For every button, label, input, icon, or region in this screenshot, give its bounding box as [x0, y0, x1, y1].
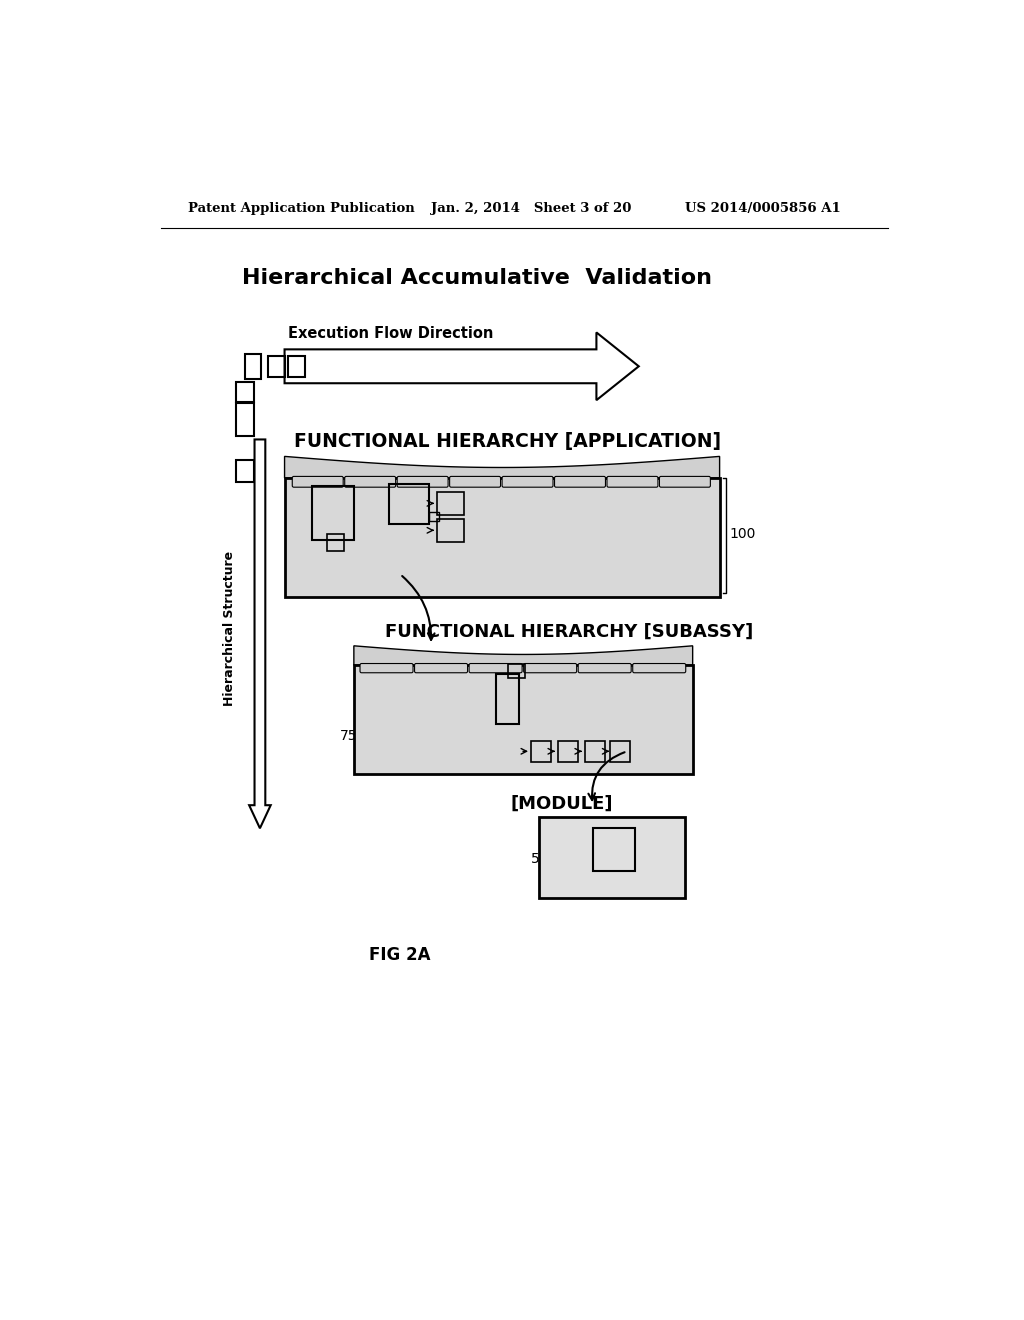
Bar: [245, 354, 261, 379]
FancyBboxPatch shape: [633, 664, 686, 673]
Bar: [237, 461, 254, 482]
FancyBboxPatch shape: [345, 477, 395, 487]
FancyBboxPatch shape: [450, 477, 501, 487]
Bar: [388, 484, 429, 524]
Polygon shape: [361, 655, 685, 675]
Bar: [267, 355, 285, 378]
FancyBboxPatch shape: [415, 664, 468, 673]
FancyBboxPatch shape: [555, 477, 605, 487]
Bar: [531, 741, 551, 762]
Bar: [539, 817, 685, 898]
Bar: [354, 665, 692, 775]
Polygon shape: [289, 462, 716, 483]
FancyBboxPatch shape: [292, 477, 343, 487]
Bar: [593, 829, 635, 871]
FancyArrowPatch shape: [589, 752, 625, 800]
FancyArrowPatch shape: [402, 576, 434, 640]
Text: FUNCTIONAL HIERARCHY [SUBASSY]: FUNCTIONAL HIERARCHY [SUBASSY]: [385, 623, 754, 642]
Polygon shape: [357, 651, 689, 669]
Bar: [437, 492, 464, 515]
Bar: [558, 741, 578, 762]
Text: Execution Flow Direction: Execution Flow Direction: [289, 326, 494, 342]
Text: 50: 50: [531, 853, 549, 866]
Text: Hierarchical Accumulative  Validation: Hierarchical Accumulative Validation: [243, 268, 713, 288]
Bar: [508, 664, 525, 678]
Bar: [497, 675, 519, 725]
Bar: [429, 512, 438, 521]
Bar: [311, 486, 354, 540]
FancyBboxPatch shape: [469, 664, 522, 673]
FancyBboxPatch shape: [502, 477, 553, 487]
Text: 100: 100: [730, 527, 756, 541]
Polygon shape: [285, 457, 720, 478]
Bar: [237, 381, 254, 401]
Text: Patent Application Publication: Patent Application Publication: [188, 202, 415, 215]
Text: FIG 2A: FIG 2A: [370, 946, 431, 965]
Text: 75: 75: [340, 729, 357, 743]
FancyBboxPatch shape: [360, 664, 413, 673]
Bar: [237, 404, 254, 436]
Bar: [437, 519, 464, 543]
FancyArrow shape: [285, 333, 639, 400]
Text: Hierarchical Structure: Hierarchical Structure: [222, 550, 236, 706]
Text: [MODULE]: [MODULE]: [511, 795, 613, 813]
Text: US 2014/0005856 A1: US 2014/0005856 A1: [685, 202, 841, 215]
FancyBboxPatch shape: [659, 477, 711, 487]
FancyBboxPatch shape: [579, 664, 631, 673]
Polygon shape: [292, 467, 712, 488]
FancyBboxPatch shape: [397, 477, 449, 487]
Bar: [327, 535, 344, 552]
FancyBboxPatch shape: [523, 664, 577, 673]
Bar: [609, 741, 630, 762]
Bar: [288, 355, 304, 378]
Bar: [285, 478, 720, 598]
Text: FUNCTIONAL HIERARCHY [APPLICATION]: FUNCTIONAL HIERARCHY [APPLICATION]: [294, 432, 722, 451]
FancyArrow shape: [249, 440, 270, 829]
Polygon shape: [354, 645, 692, 665]
Text: Jan. 2, 2014   Sheet 3 of 20: Jan. 2, 2014 Sheet 3 of 20: [431, 202, 631, 215]
FancyBboxPatch shape: [607, 477, 657, 487]
Bar: [585, 741, 605, 762]
